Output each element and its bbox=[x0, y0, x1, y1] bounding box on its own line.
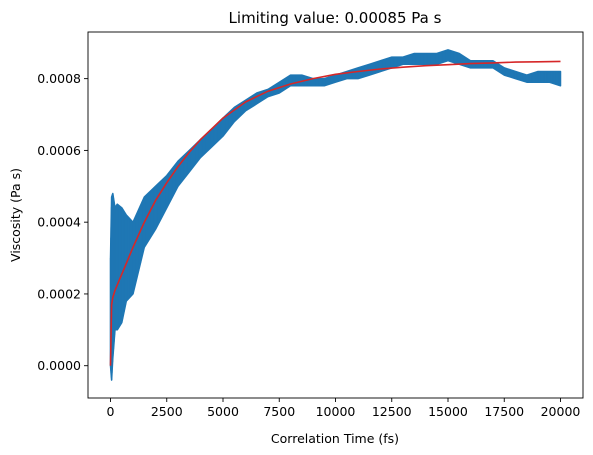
axes: 0 2500 5000 7500 10000 12500 15000 17500 20000 0.… bbox=[37, 31, 584, 419]
y-axis-label: Viscosity (Pa s) bbox=[8, 168, 23, 262]
chart-title: Limiting value: 0.00085 Pa s bbox=[229, 9, 442, 27]
x-tick-label: 2500 bbox=[151, 404, 183, 419]
x-tick-label: 20000 bbox=[541, 404, 581, 419]
x-tick-label: 12500 bbox=[372, 404, 412, 419]
y-tick-label: 0.0008 bbox=[37, 71, 81, 86]
plot-series-group bbox=[109, 49, 562, 381]
x-tick-label: 0 bbox=[107, 404, 115, 419]
y-tick-label: 0.0002 bbox=[37, 286, 81, 301]
plot-area bbox=[109, 49, 562, 381]
series-fit-line bbox=[109, 60, 561, 366]
x-tick-label: 15000 bbox=[428, 404, 468, 419]
x-tick-label: 5000 bbox=[207, 404, 239, 419]
x-tick-label: 7500 bbox=[263, 404, 295, 419]
x-tick-label: 10000 bbox=[316, 404, 356, 419]
y-tick-label: 0.0006 bbox=[37, 143, 81, 158]
y-tick-label: 0.0004 bbox=[37, 215, 81, 230]
x-tick-label: 17500 bbox=[484, 404, 524, 419]
y-tick-label: 0.0000 bbox=[37, 358, 81, 373]
x-axis-label: Correlation Time (fs) bbox=[271, 431, 399, 446]
